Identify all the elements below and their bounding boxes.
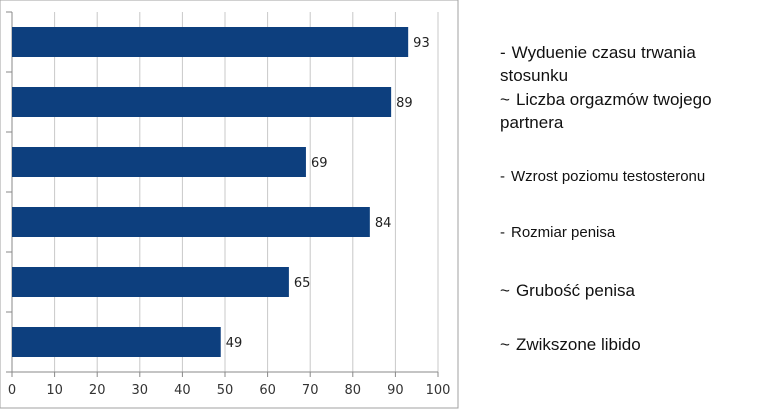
legend-label-line: stosunku [500, 65, 569, 85]
legend-item: ~ Grubość penisa [500, 280, 635, 303]
legend-marker: ~ [500, 90, 510, 109]
legend-label-line: Wyduenie czasu trwania [511, 43, 696, 62]
legend-marker: ~ [500, 335, 510, 354]
legend-label-line: Grubość penisa [515, 281, 636, 300]
legend-marker: - [500, 224, 505, 241]
legend-label-line: Liczba orgazmów twojego [515, 90, 712, 109]
x-tick-label: 40 [174, 383, 191, 398]
data-label: 69 [311, 156, 328, 171]
legend-item: ~ Zwikszone libido [500, 334, 641, 357]
bar-6 [12, 327, 221, 357]
legend-item: ~ Liczba orgazmów twojego partnera [500, 89, 712, 135]
x-tick-label: 0 [8, 383, 16, 398]
x-tick-label: 50 [217, 383, 234, 398]
bar-4 [12, 207, 370, 237]
x-tick-label: 10 [46, 383, 63, 398]
x-tick-label: 30 [132, 383, 149, 398]
data-label: 65 [294, 276, 311, 291]
bar-chart: 93 89 69 84 65 49 0 10 20 30 40 50 60 70 80 90 100 [0, 0, 459, 409]
legend-label-line: partnera [500, 112, 564, 132]
legend-item: - Wzrost poziomu testosteronu [500, 167, 705, 187]
x-tick-labels: 0 10 20 30 40 50 60 70 80 90 100 [8, 383, 451, 398]
legend-item: - Wyduenie czasu trwania stosunku [500, 42, 696, 88]
legend-marker: - [500, 168, 505, 185]
grid-lines [54, 12, 439, 372]
x-tick-label: 80 [345, 383, 362, 398]
x-tick-label: 70 [302, 383, 319, 398]
bar-1 [12, 27, 409, 57]
x-tick-label: 90 [387, 383, 404, 398]
legend-label-line: Wzrost poziomu testosteronu [511, 168, 706, 185]
x-tick-label: 20 [89, 383, 106, 398]
legend-marker: ~ [500, 281, 510, 300]
bar-3 [12, 147, 306, 177]
legend-label-line: Zwikszone libido [515, 335, 641, 354]
data-label: 49 [226, 336, 243, 351]
data-label: 89 [396, 96, 413, 111]
legend-label-line: Rozmiar penisa [511, 224, 616, 241]
legend-marker: - [500, 43, 506, 62]
bar-5 [12, 267, 289, 297]
axes [6, 11, 439, 377]
data-labels: 93 89 69 84 65 49 [226, 36, 430, 351]
data-label: 84 [375, 216, 392, 231]
bars [12, 27, 409, 357]
bar-2 [12, 87, 392, 117]
x-tick-label: 60 [259, 383, 276, 398]
x-tick-label: 100 [426, 383, 451, 398]
data-label: 93 [413, 36, 430, 51]
legend-item: - Rozmiar penisa [500, 223, 615, 243]
